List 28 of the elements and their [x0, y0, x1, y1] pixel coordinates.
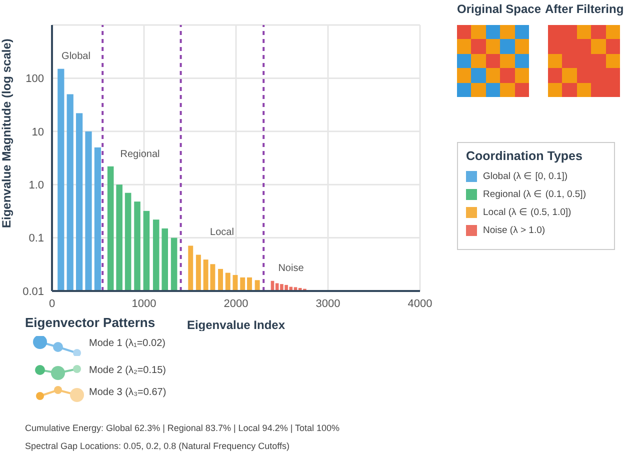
y-tick-label: 10 — [32, 126, 44, 138]
text: Original Space — [457, 2, 542, 16]
annotation: Regional — [120, 149, 160, 160]
x-tick-label: 1000 — [132, 298, 156, 310]
text: Mode 2 (λ₂=0.15) — [89, 365, 166, 376]
x-tick-label: 4000 — [408, 298, 432, 310]
x-tick-label: 3000 — [316, 298, 340, 310]
legend-label: Global (λ ∈ [0, 0.1]) — [483, 170, 568, 182]
legend-label: Noise (λ > 1.0) — [483, 224, 546, 236]
y-tick-label: 100 — [26, 73, 44, 86]
y-tick-label: 0.01 — [22, 286, 44, 298]
y-tick-label: 0.1 — [28, 232, 44, 245]
y-axis-title: Eigenvalue Magnitude (log scale) — [0, 38, 14, 228]
x-tick-label: 0 — [48, 298, 56, 310]
text: Mode 3 (λ₃=0.67) — [89, 387, 166, 398]
annotation: Global — [62, 51, 90, 62]
legend-label: Regional (λ ∈ (0.1, 0.5]) — [483, 188, 586, 200]
y-tick-label: 1.0 — [28, 180, 44, 192]
text: Cumulative Energy: Global 62.3% | Regional 83.7% | Local 94.2% | Total 100% — [25, 423, 340, 433]
text: Mode 1 (λ₁=0.02) — [89, 338, 166, 349]
x-tick-label: 2000 — [224, 298, 248, 310]
text: Spectral Gap Locations: 0.05, 0.2, 0.8 (Natural Frequency Cutoffs) — [25, 441, 290, 451]
legend-label: Local (λ ∈ (0.5, 1.0]) — [483, 206, 572, 218]
text: After Filtering — [545, 2, 624, 16]
text: Eigenvector Patterns — [25, 315, 156, 330]
legend-title: Coordination Types — [466, 149, 582, 163]
annotation: Local — [210, 227, 234, 238]
annotation: Noise — [278, 263, 304, 274]
